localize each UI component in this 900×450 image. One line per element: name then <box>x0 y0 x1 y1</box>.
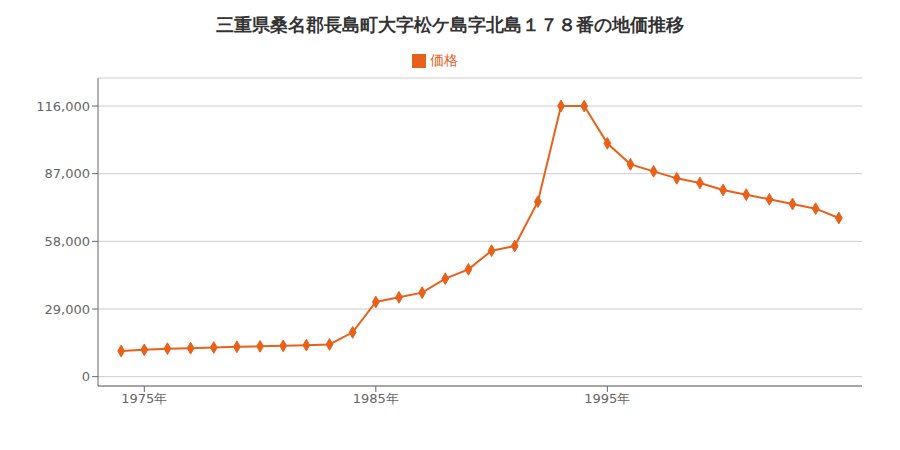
svg-text:0: 0 <box>82 369 90 384</box>
svg-text:116,000: 116,000 <box>36 99 90 114</box>
svg-text:29,000: 29,000 <box>45 302 91 317</box>
html-text:価格: 価格 <box>430 52 458 68</box>
html-text:三重県桑名郡長島町大字松ケ島字北島１７８番の地価推移: 三重県桑名郡長島町大字松ケ島字北島１７８番の地価推移 <box>216 14 684 35</box>
svg-text:1985年: 1985年 <box>353 391 399 406</box>
svg-text:1995年: 1995年 <box>584 391 630 406</box>
svg-text:87,000: 87,000 <box>45 166 91 181</box>
svg-text:1975年: 1975年 <box>121 391 167 406</box>
svg-text:58,000: 58,000 <box>45 234 91 249</box>
